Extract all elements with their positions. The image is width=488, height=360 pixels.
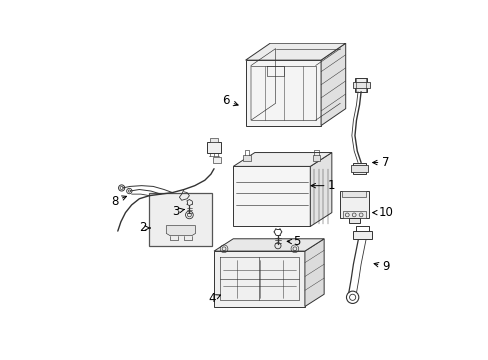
Polygon shape	[233, 153, 331, 166]
Polygon shape	[245, 60, 321, 126]
Polygon shape	[214, 239, 324, 251]
Polygon shape	[354, 78, 366, 92]
Text: 7: 7	[372, 156, 389, 169]
Polygon shape	[245, 43, 345, 60]
Polygon shape	[353, 163, 365, 174]
Polygon shape	[339, 191, 368, 218]
Polygon shape	[353, 231, 371, 239]
Polygon shape	[305, 239, 324, 306]
Polygon shape	[233, 166, 310, 226]
Text: 4: 4	[207, 292, 220, 305]
Polygon shape	[348, 218, 359, 223]
Polygon shape	[310, 153, 331, 226]
Polygon shape	[213, 157, 221, 163]
Text: 1: 1	[310, 179, 335, 192]
Polygon shape	[352, 82, 369, 88]
Text: 8: 8	[111, 194, 126, 208]
Bar	[149, 193, 212, 246]
Text: 5: 5	[286, 235, 300, 248]
Polygon shape	[312, 155, 320, 161]
Text: 3: 3	[172, 204, 184, 217]
Text: 10: 10	[372, 206, 392, 219]
Text: 9: 9	[373, 260, 389, 273]
Text: 6: 6	[222, 94, 238, 107]
Polygon shape	[341, 191, 366, 197]
Text: 2: 2	[139, 221, 150, 234]
Polygon shape	[214, 251, 305, 306]
Polygon shape	[342, 211, 365, 218]
Polygon shape	[321, 43, 345, 126]
Polygon shape	[207, 142, 221, 153]
Polygon shape	[350, 165, 367, 172]
Polygon shape	[243, 155, 250, 161]
Polygon shape	[210, 138, 218, 142]
Polygon shape	[166, 226, 195, 236]
